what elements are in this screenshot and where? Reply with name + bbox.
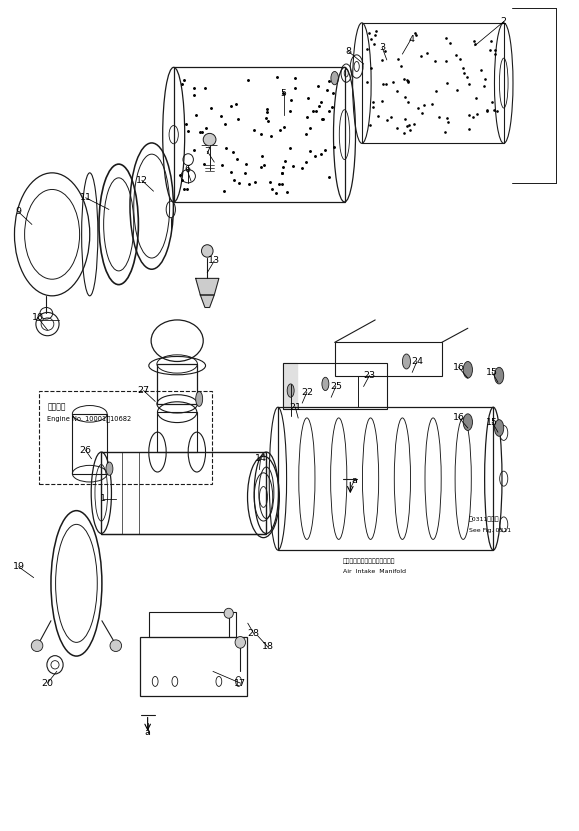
Text: Engine No. 10001～10682: Engine No. 10001～10682	[47, 416, 132, 422]
Text: 23: 23	[364, 371, 375, 380]
Polygon shape	[283, 363, 297, 409]
Text: 19: 19	[13, 563, 24, 571]
Bar	[157, 364, 197, 404]
Text: 16: 16	[453, 363, 464, 371]
Bar	[174, 67, 345, 202]
Bar	[335, 342, 442, 376]
Text: 11: 11	[80, 194, 91, 202]
Bar	[39, 391, 212, 484]
Text: a: a	[351, 476, 357, 484]
Ellipse shape	[224, 608, 233, 618]
Bar	[149, 612, 236, 637]
Text: 22: 22	[301, 388, 313, 396]
Ellipse shape	[287, 384, 294, 397]
Ellipse shape	[494, 367, 504, 384]
Text: 17: 17	[234, 679, 246, 687]
Text: 21: 21	[290, 403, 301, 411]
Ellipse shape	[331, 71, 338, 85]
Text: 16: 16	[453, 413, 464, 421]
Text: 27: 27	[138, 386, 149, 395]
Text: 10: 10	[32, 313, 43, 322]
Bar	[101, 452, 266, 534]
Text: 7: 7	[204, 147, 210, 155]
Text: 第0311図参照: 第0311図参照	[469, 517, 500, 522]
Text: a: a	[145, 729, 151, 737]
Ellipse shape	[402, 354, 411, 369]
Bar	[278, 407, 493, 550]
Bar	[362, 22, 504, 143]
Ellipse shape	[494, 420, 504, 436]
Text: 24: 24	[411, 357, 423, 366]
Text: 13: 13	[208, 257, 220, 265]
Text: 適用号範: 適用号範	[47, 403, 66, 411]
Text: 6: 6	[184, 165, 190, 174]
Text: 25: 25	[330, 382, 342, 391]
Bar	[72, 414, 107, 474]
Text: 26: 26	[80, 446, 91, 455]
Text: 4: 4	[408, 35, 414, 43]
Ellipse shape	[106, 462, 113, 475]
Text: 9: 9	[16, 208, 21, 216]
Ellipse shape	[201, 244, 213, 257]
Text: 14: 14	[255, 455, 266, 463]
Ellipse shape	[235, 637, 245, 648]
Text: 20: 20	[42, 679, 53, 687]
Ellipse shape	[463, 361, 472, 378]
Bar	[283, 363, 387, 409]
Text: 15: 15	[486, 368, 498, 376]
Text: 12: 12	[136, 176, 148, 184]
Text: 1: 1	[100, 494, 106, 503]
Text: 5: 5	[281, 89, 287, 97]
Text: Air  Intake  Manifold: Air Intake Manifold	[343, 569, 406, 574]
Text: 3: 3	[379, 43, 385, 52]
Text: エアーインテークマニホールド: エアーインテークマニホールド	[343, 558, 395, 563]
Text: 8: 8	[346, 47, 351, 56]
Ellipse shape	[463, 414, 472, 430]
Ellipse shape	[110, 640, 122, 652]
Ellipse shape	[322, 377, 329, 391]
Text: 15: 15	[486, 418, 498, 426]
Bar	[140, 637, 247, 696]
Text: 2: 2	[501, 17, 507, 26]
Ellipse shape	[31, 640, 43, 652]
Ellipse shape	[203, 134, 216, 146]
Bar	[157, 412, 197, 452]
Text: 18: 18	[262, 642, 273, 651]
Polygon shape	[196, 278, 219, 295]
Text: See Fig. 0311: See Fig. 0311	[469, 528, 511, 533]
Ellipse shape	[196, 391, 203, 406]
Polygon shape	[200, 295, 214, 307]
Text: 28: 28	[248, 629, 259, 637]
